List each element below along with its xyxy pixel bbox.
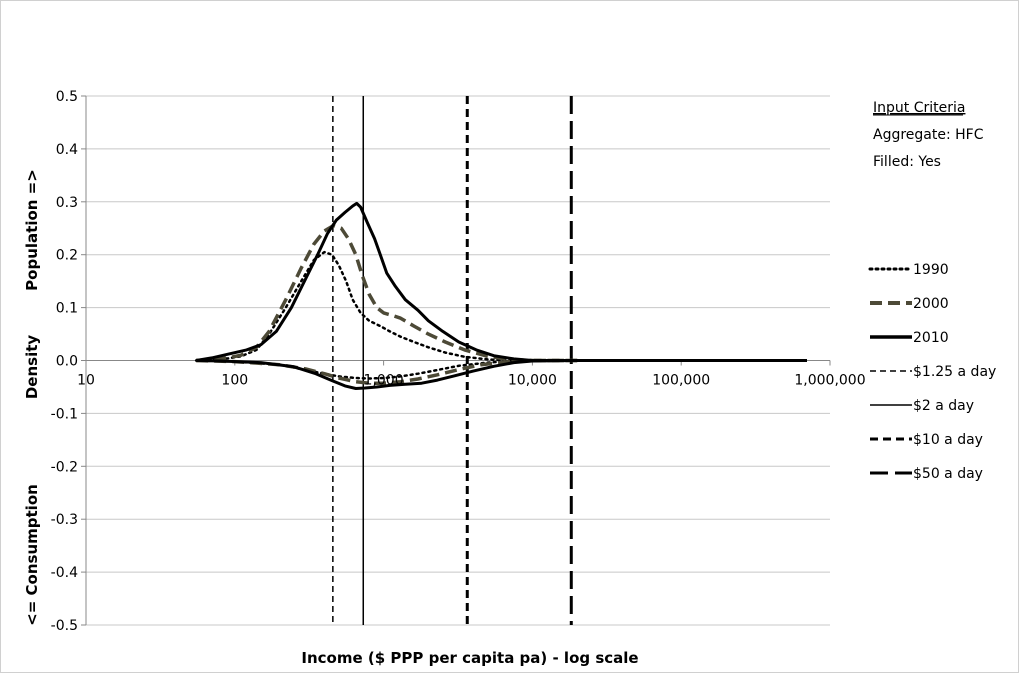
x-tick-label: 10,000 [508, 373, 557, 389]
y-tick-label: -0.5 [51, 618, 78, 634]
legend-label: $1.25 a day [913, 364, 996, 380]
y-tick-label: 0.3 [56, 195, 78, 211]
y-tick-label: 0.4 [56, 142, 78, 158]
x-tick-label: 1,000,000 [794, 373, 865, 389]
x-axis-title: Income ($ PPP per capita pa) - log scale [301, 649, 638, 667]
legend-label: $10 a day [913, 432, 983, 448]
x-tick-label: 100,000 [652, 373, 710, 389]
y-axis-title-population: Population => [23, 169, 41, 291]
legend-label: 2010 [913, 330, 949, 346]
y-tick-label: 0.2 [56, 248, 78, 264]
legend-label: 2000 [913, 296, 949, 312]
series-line-2010-population [195, 201, 807, 362]
y-tick-label: -0.1 [51, 406, 78, 422]
y-axis-title-density: Density [23, 335, 41, 400]
series-line-2010-consumption [196, 359, 578, 390]
series-line-2000-population [196, 223, 578, 363]
input-criteria-aggregate: Aggregate: HFC [873, 127, 984, 143]
y-tick-label: 0.0 [56, 354, 78, 370]
input-criteria-filled: Filled: Yes [873, 154, 941, 170]
y-tick-label: -0.3 [51, 512, 78, 528]
series-lines [194, 201, 807, 390]
tick-labels: 0.5 0.4 0.3 0.2 0.1 0.0 -0.1 -0.2 -0.3 -0.4 -0.5 10… [51, 89, 866, 634]
x-tick-label: 100 [221, 373, 248, 389]
input-criteria-box: Input Criteria Aggregate: HFC Filled: Ye… [873, 100, 984, 170]
y-axis-title-consumption: <= Consumption [23, 484, 41, 626]
y-tick-label: -0.4 [51, 565, 78, 581]
input-criteria-heading: Input Criteria [873, 100, 965, 116]
y-tick-label: 0.1 [56, 301, 78, 317]
x-tick-label: 1,000 [364, 373, 404, 389]
x-tick-label: 10 [77, 373, 95, 389]
legend: 1990 2000 2010 $1.25 a day $2 a day $10 a day… [868, 262, 996, 482]
series-line-1990-population [194, 250, 579, 362]
gridlines [86, 95, 830, 626]
legend-label: 1990 [913, 262, 949, 278]
y-tick-label: 0.5 [56, 89, 78, 105]
legend-label: $50 a day [913, 466, 983, 482]
legend-label: $2 a day [913, 398, 974, 414]
y-tick-label: -0.2 [51, 459, 78, 475]
